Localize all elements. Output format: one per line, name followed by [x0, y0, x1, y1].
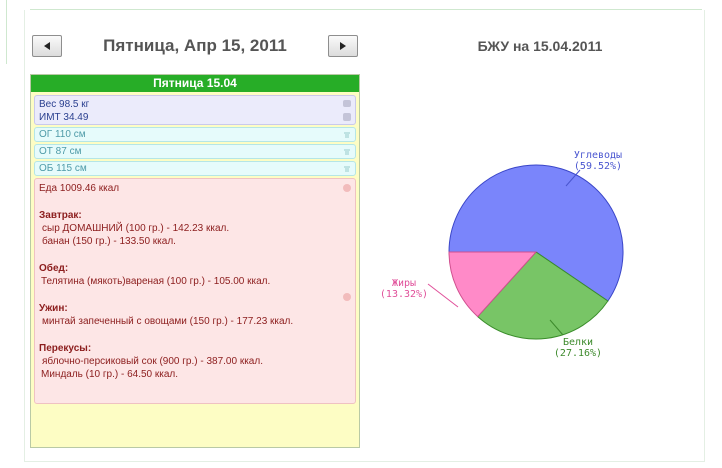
pie-leader-line — [565, 169, 581, 187]
bmi-value: ИМТ 34.49 — [39, 112, 89, 123]
meal-item: яблочно-персиковый сок (900 гр.) - 387.0… — [42, 356, 263, 367]
meal-item: Телятина (мякоть)вареная (100 гр.) - 105… — [41, 276, 271, 287]
meal-item: банан (150 гр.) - 133.50 ккал. — [42, 236, 176, 247]
food-icon[interactable] — [342, 292, 352, 302]
food-icon[interactable] — [342, 183, 352, 193]
content-frame-right — [704, 10, 705, 462]
meal-title-dinner: Ужин: — [39, 303, 68, 314]
og-value: ОГ 110 см — [39, 129, 86, 140]
og-entry[interactable]: ОГ 110 см — [34, 127, 356, 142]
measure-icon[interactable] — [342, 147, 352, 157]
pie-label-name: Углеводы — [574, 150, 622, 161]
prev-day-button[interactable] — [32, 35, 62, 57]
food-total: Еда 1009.46 ккал — [39, 183, 120, 194]
scale-icon[interactable] — [342, 98, 352, 108]
day-panel: Пятница 15.04 Вес 98.5 кг ИМТ 34.49 ОГ 1… — [30, 74, 360, 448]
pie-slice-1 — [477, 251, 609, 340]
pie-label-percent: (13.32%) — [380, 289, 428, 300]
arrow-right-icon — [340, 42, 346, 50]
pie-label-percent: (27.16%) — [554, 348, 602, 359]
date-title: Пятница, Апр 15, 2011 — [103, 36, 287, 55]
left-divider — [6, 0, 7, 64]
pie-leader-line — [549, 319, 564, 336]
ot-value: ОТ 87 см — [39, 146, 82, 157]
next-day-button[interactable] — [328, 35, 358, 57]
ob-value: ОБ 115 см — [39, 163, 87, 174]
chart-title: БЖУ на 15.04.2011 — [477, 38, 603, 54]
pie-label-name: Жиры — [392, 278, 416, 289]
weight-entry[interactable]: Вес 98.5 кг ИМТ 34.49 — [34, 95, 356, 125]
meal-title-lunch: Обед: — [39, 263, 69, 274]
pie-slice-0 — [448, 164, 624, 302]
meal-title-snacks: Перекусы: — [39, 343, 92, 354]
content-frame-bottom — [24, 461, 705, 462]
meal-item: минтай запеченный с овощами (150 гр.) - … — [42, 316, 294, 327]
top-divider — [30, 9, 702, 10]
ob-entry[interactable]: ОБ 115 см — [34, 161, 356, 176]
pie-leader-line — [427, 283, 459, 308]
measure-icon[interactable] — [342, 130, 352, 140]
pie-slice-2 — [448, 251, 538, 318]
arrow-left-icon — [44, 42, 50, 50]
ot-entry[interactable]: ОТ 87 см — [34, 144, 356, 159]
weight-value: Вес 98.5 кг — [39, 99, 90, 110]
day-header: Пятница 15.04 — [31, 75, 359, 92]
food-entry[interactable]: Еда 1009.46 ккал Завтрак: сыр ДОМАШНИЙ (… — [34, 178, 356, 404]
meal-item: сыр ДОМАШНИЙ (100 гр.) - 142.23 ккал. — [42, 223, 230, 234]
meal-title-breakfast: Завтрак: — [39, 210, 82, 221]
pie-label-percent: (59.52%) — [574, 161, 622, 172]
meal-item: Миндаль (10 гр.) - 64.50 ккал. — [41, 369, 179, 380]
content-frame-left — [24, 10, 25, 462]
scale-icon[interactable] — [342, 112, 352, 122]
pie-label-name: Белки — [563, 337, 593, 348]
measure-icon[interactable] — [342, 164, 352, 174]
